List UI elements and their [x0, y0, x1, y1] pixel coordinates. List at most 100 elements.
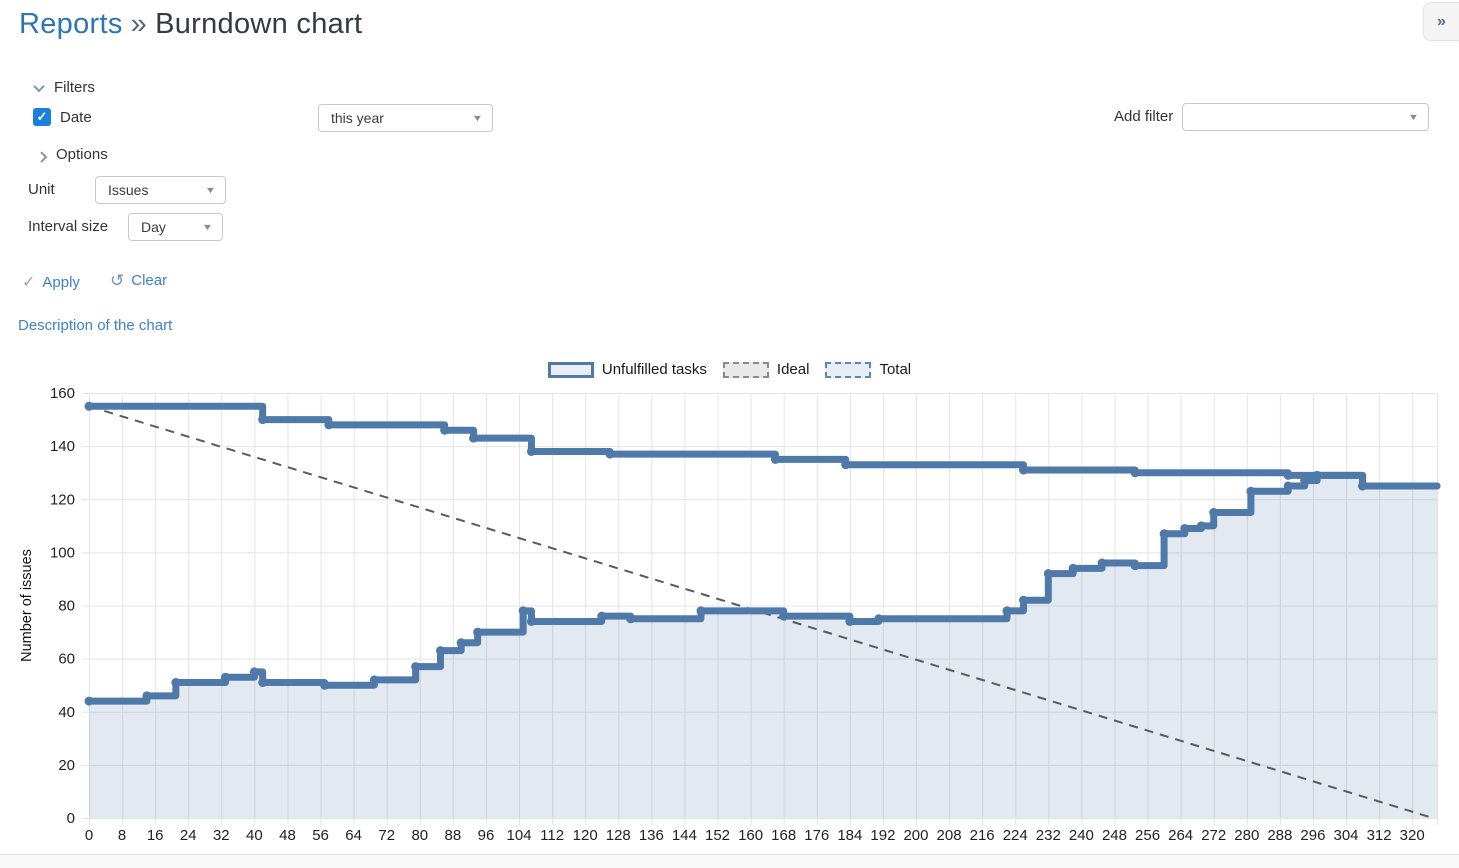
svg-text:296: 296: [1300, 827, 1325, 844]
interval-size-label: Interval size: [28, 218, 109, 235]
gridlines: [82, 393, 1438, 825]
burndown-chart-plot: 0 8 16 24 32 40 48 56 64 72 80 88 96 104 112 120 128 136 1…: [19, 385, 1441, 844]
svg-text:192: 192: [870, 827, 895, 844]
options-section-label: Options: [56, 146, 108, 163]
svg-text:32: 32: [213, 827, 230, 844]
svg-text:48: 48: [279, 827, 296, 844]
options-section-toggle[interactable]: Options: [36, 146, 108, 163]
svg-text:160: 160: [738, 827, 763, 844]
svg-text:24: 24: [180, 827, 197, 844]
svg-text:208: 208: [937, 827, 962, 844]
svg-text:248: 248: [1102, 827, 1127, 844]
svg-text:120: 120: [573, 827, 598, 844]
line-ideal: [88, 405, 1434, 819]
legend-label-ideal: Ideal: [776, 361, 810, 378]
legend-label-unfulfilled: Unfulfilled tasks: [601, 361, 707, 378]
svg-text:128: 128: [606, 827, 631, 844]
svg-text:20: 20: [58, 757, 75, 774]
svg-text:280: 280: [1234, 827, 1259, 844]
svg-text:40: 40: [246, 827, 263, 844]
svg-text:96: 96: [478, 827, 495, 844]
date-range-value: this year: [331, 110, 384, 126]
apply-label: Apply: [42, 273, 80, 291]
add-filter-label: Add filter: [1114, 108, 1174, 125]
collapse-panel-button[interactable]: »: [1423, 2, 1459, 41]
svg-text:288: 288: [1267, 827, 1292, 844]
legend-item-total: Total: [825, 361, 911, 378]
legend-swatch-total: [825, 361, 872, 378]
svg-text:264: 264: [1168, 827, 1193, 844]
checkmark-icon: ✓: [36, 109, 48, 124]
svg-text:0: 0: [85, 827, 93, 844]
legend-swatch-ideal: [722, 361, 769, 378]
filters-section-label: Filters: [54, 79, 95, 96]
svg-text:136: 136: [639, 827, 664, 844]
area-unfulfilled: [89, 475, 1437, 818]
svg-text:304: 304: [1334, 827, 1359, 844]
svg-text:104: 104: [507, 827, 532, 844]
check-icon: ✓: [22, 274, 36, 291]
apply-button[interactable]: ✓ Apply: [22, 272, 80, 292]
svg-text:312: 312: [1367, 827, 1392, 844]
date-filter-label: Date: [60, 109, 92, 126]
legend-item-ideal: Ideal: [722, 361, 810, 378]
svg-text:176: 176: [804, 827, 829, 844]
svg-text:144: 144: [672, 827, 697, 844]
svg-text:256: 256: [1135, 827, 1160, 844]
caret-down-icon: ▼: [471, 113, 484, 123]
legend-swatch-unfulfilled: [547, 361, 594, 378]
svg-text:60: 60: [58, 651, 75, 668]
chart-description-link[interactable]: Description of the chart: [18, 317, 173, 334]
caret-down-icon: ▼: [201, 222, 214, 232]
breadcrumb-separator: »: [130, 8, 148, 40]
svg-text:64: 64: [345, 827, 362, 844]
y-tick-labels: 0 20 40 60 80 100 120 140 160: [50, 385, 75, 827]
add-filter-select[interactable]: ▼: [1182, 103, 1429, 131]
bottom-divider: [0, 854, 1459, 868]
svg-text:200: 200: [903, 827, 928, 844]
svg-text:120: 120: [50, 491, 75, 508]
svg-text:40: 40: [58, 704, 75, 721]
svg-text:0: 0: [67, 810, 75, 827]
page-title: Reports» Burndown chart: [19, 8, 362, 41]
breadcrumb-reports-link[interactable]: Reports: [19, 8, 123, 40]
date-filter-checkbox[interactable]: ✓: [33, 108, 51, 126]
svg-text:240: 240: [1069, 827, 1094, 844]
svg-text:184: 184: [837, 827, 862, 844]
caret-down-icon: ▼: [204, 185, 217, 195]
line-total: [85, 402, 1441, 490]
svg-text:224: 224: [1003, 827, 1028, 844]
unit-select[interactable]: Issues ▼: [95, 176, 226, 204]
undo-icon: ↺: [110, 271, 125, 290]
double-chevron-right-icon: »: [1437, 12, 1446, 30]
svg-text:16: 16: [147, 827, 164, 844]
legend-label-total: Total: [879, 361, 912, 378]
svg-text:72: 72: [378, 827, 395, 844]
interval-size-select[interactable]: Day ▼: [128, 213, 223, 241]
unit-label: Unit: [28, 181, 55, 198]
svg-text:272: 272: [1201, 827, 1226, 844]
x-tick-labels: 0 8 16 24 32 40 48 56 64 72 80 88 96 104 112 120 128 136 1…: [85, 827, 1425, 844]
markers-unfulfilled: [84, 470, 1368, 706]
clear-label: Clear: [131, 272, 168, 289]
svg-text:320: 320: [1400, 827, 1425, 844]
chevron-right-icon: [36, 150, 48, 163]
svg-text:216: 216: [970, 827, 995, 844]
svg-text:112: 112: [540, 827, 564, 844]
date-range-select[interactable]: this year ▼: [318, 104, 493, 132]
chart-legend: Unfulfilled tasks Ideal Total: [0, 361, 1459, 378]
svg-text:80: 80: [58, 598, 75, 615]
markers-total: [84, 401, 1368, 491]
legend-item-unfulfilled-tasks: Unfulfilled tasks: [547, 361, 707, 378]
caret-down-icon: ▼: [1407, 112, 1420, 122]
clear-button[interactable]: ↺ Clear: [110, 272, 167, 289]
svg-text:232: 232: [1036, 827, 1061, 844]
page-title-current: Burndown chart: [155, 8, 363, 40]
filters-section-toggle[interactable]: Filters: [33, 79, 95, 96]
y-axis-title: Number of issues: [19, 549, 35, 662]
svg-text:152: 152: [705, 827, 730, 844]
svg-text:80: 80: [411, 827, 428, 844]
svg-text:8: 8: [118, 827, 126, 844]
svg-text:56: 56: [312, 827, 329, 844]
chevron-down-icon: [33, 80, 45, 92]
